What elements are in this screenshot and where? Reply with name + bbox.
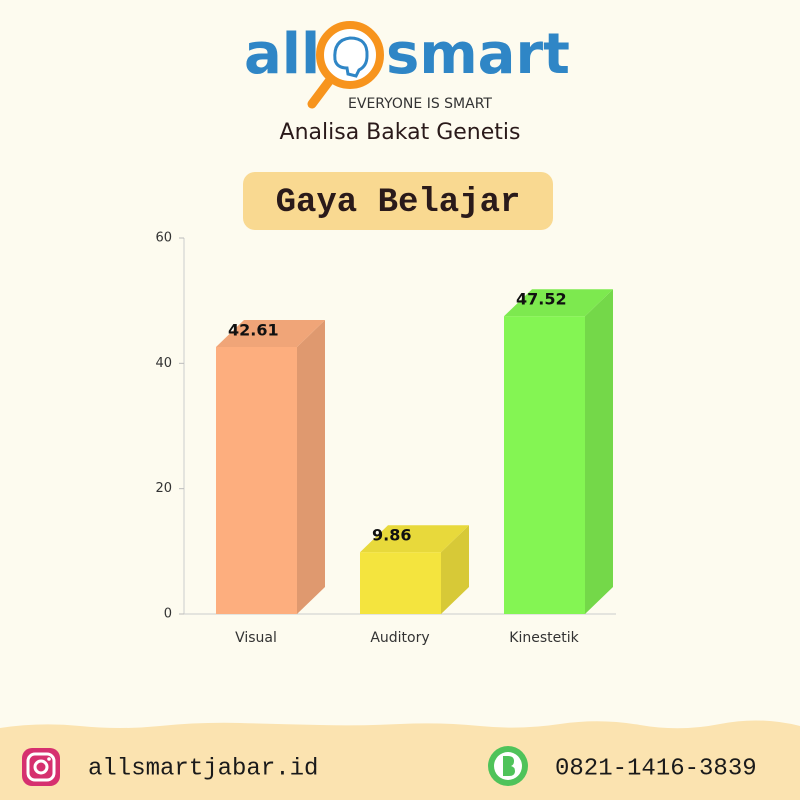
bar: [216, 346, 297, 614]
tagline: EVERYONE IS SMART: [348, 96, 492, 112]
subtitle: Analisa Bakat Genetis: [280, 120, 521, 145]
bar-top: [360, 525, 469, 553]
chart: 0 20 40 60 Visual 42.61 Auditory 9.86 Kinestetik…: [155, 231, 616, 646]
instagram-icon: [22, 748, 60, 786]
y-tick-label: 0: [164, 607, 172, 622]
bar: [504, 316, 585, 614]
logo-magnifier: [307, 21, 384, 109]
data-label: 47.52: [516, 290, 567, 309]
whatsapp-icon: [488, 746, 528, 786]
chart-title: Gaya Belajar: [276, 184, 521, 222]
data-label: 9.86: [372, 526, 411, 545]
data-label: 42.61: [228, 320, 279, 339]
bar-top: [216, 319, 325, 347]
instagram-handle: allsmartjabar.id: [88, 755, 318, 782]
title-box: [243, 172, 553, 230]
y-tick-label: 60: [155, 231, 172, 246]
bar: [360, 552, 441, 614]
phone-number: 0821-1416-3839: [555, 755, 757, 782]
x-tick-label: Visual: [235, 630, 277, 646]
x-tick-label: Auditory: [370, 630, 429, 646]
footer-band: [0, 720, 800, 800]
bar-side: [297, 319, 325, 614]
logo-right: smart: [386, 22, 570, 87]
bar-top: [504, 289, 613, 317]
logo-left: all: [244, 22, 320, 87]
x-tick-label: Kinestetik: [509, 630, 579, 646]
bar-side: [585, 289, 613, 614]
bar-side: [441, 525, 469, 614]
y-tick-label: 20: [155, 481, 172, 496]
y-tick-label: 40: [155, 356, 172, 371]
